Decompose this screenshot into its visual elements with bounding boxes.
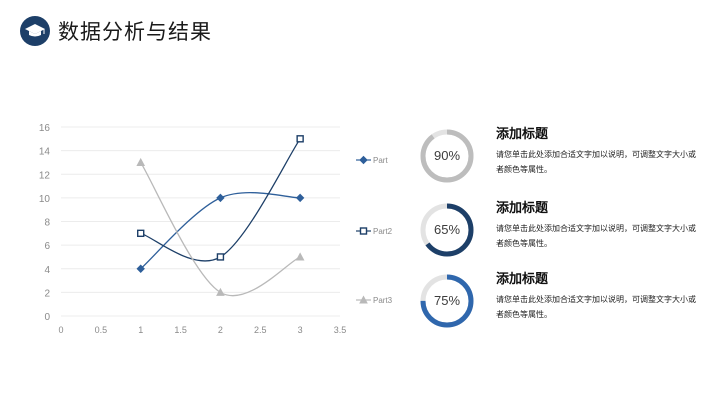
y-tick-label: 4 [44,265,50,276]
progress-value: 75% [433,293,461,308]
data-point [295,252,305,261]
metric-card-1: 90% 添加标题 请您单击此处添加合适文字加以说明，可调整文字大小或者颜色等属性… [418,127,718,189]
header: 数据分析与结果 [20,14,212,48]
y-tick-label: 16 [39,123,51,134]
progress-ring [420,129,474,183]
legend-label: Part3 [373,296,393,305]
progress-value: 65% [433,222,461,237]
y-tick-label: 8 [44,218,50,229]
x-tick-label: 2.5 [254,325,267,335]
metric-title: 添加标题 [496,272,549,287]
progress-ring [420,274,474,328]
series-line [140,162,301,297]
progress-ring [420,203,474,257]
line-chart: 0 2 4 6 8 10 12 14 16 0 0.5 1 1.5 2 2.5 3 3.5 Part Part2 Pa… [39,123,393,335]
data-point [216,193,225,203]
y-tick-label: 10 [39,194,51,205]
x-tick-label: 2 [218,325,223,335]
metric-title: 添加标题 [496,201,549,216]
page-title: 数据分析与结果 [58,20,212,44]
legend-marker [359,155,368,165]
data-point [136,264,145,273]
data-point [216,287,225,296]
data-point [296,135,304,143]
data-point [137,229,145,238]
metric-description: 请您单击此处添加合适文字加以说明，可调整文字大小或者颜色等属性。 [496,150,696,174]
y-tick-label: 0 [44,312,50,323]
y-tick-label: 6 [44,241,50,252]
data-point [295,193,305,203]
metric-card-3: 75% 添加标题 请您单击此处添加合适文字加以说明，可调整文字大小或者颜色等属性… [418,272,718,334]
y-tick-label: 2 [44,288,50,299]
legend-label: Part [373,156,388,165]
legend-marker [359,227,368,235]
x-tick-label: 1 [138,325,143,335]
metric-description: 请您单击此处添加合适文字加以说明，可调整文字大小或者颜色等属性。 [496,224,696,248]
y-tick-label: 14 [39,147,51,158]
metric-description: 请您单击此处添加合适文字加以说明，可调整文字大小或者颜色等属性。 [496,295,696,319]
data-point [136,157,146,166]
x-tick-label: 3 [298,325,303,335]
legend-marker [359,295,368,304]
metric-title: 添加标题 [496,127,549,142]
x-tick-label: 3.5 [334,325,347,335]
legend-label: Part2 [373,227,393,236]
x-tick-label: 0 [58,325,63,335]
graduation-cap-icon [20,16,50,46]
progress-value: 90% [433,148,461,163]
metric-card-2: 65% 添加标题 请您单击此处添加合适文字加以说明，可调整文字大小或者颜色等属性… [418,201,718,263]
data-point [216,253,225,261]
y-tick-label: 12 [39,170,51,181]
x-tick-label: 1.5 [174,325,187,335]
x-tick-label: 0.5 [95,325,108,335]
